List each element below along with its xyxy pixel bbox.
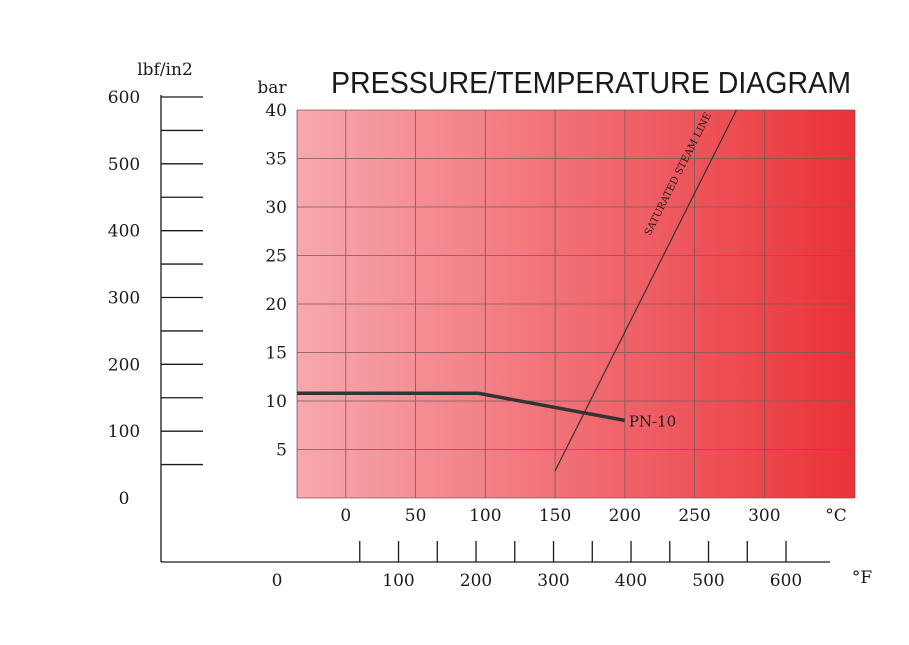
series-line-saturated-steam [554,109,737,472]
y-axis-ticks: 5 10 15 20 25 30 35 40 [265,101,287,461]
y-tick-label: 25 [265,247,287,267]
y2-tick-label: 500 [108,155,140,175]
y-tick-label: 40 [265,101,287,121]
x-tick-label: 100 [469,506,501,526]
y-tick-label: 10 [265,392,287,412]
y-tick-label: 30 [265,198,287,218]
y2-tick-label: 300 [108,289,140,309]
x2-tick-label: 300 [537,571,569,591]
x2-tick-label: 200 [460,571,492,591]
y-tick-label: 35 [265,150,287,170]
series-label-pn10: PN-10 [629,412,676,430]
x2-tick-label: 600 [770,571,802,591]
x-tick-label: 150 [539,506,571,526]
y-axis-label-bar: bar [257,78,287,98]
x-tick-label: 300 [748,506,780,526]
y2-tick-label: 100 [108,422,140,442]
x2-tick-label: 400 [615,571,647,591]
x-tick-label: 50 [405,506,427,526]
x-tick-label: 250 [678,506,710,526]
y2-tick-label: 200 [108,355,140,375]
y-tick-label: 5 [276,441,287,461]
x-axis-unit-c: °C [825,506,847,526]
x2-tick-label: 0 [272,571,283,591]
y-tick-label: 20 [265,295,287,315]
x-tick-label: 0 [340,506,351,526]
y2-tick-label: 600 [108,88,140,108]
y2-axis-label-lbf: lbf/in2 [137,60,193,80]
x-tick-label: 200 [609,506,641,526]
x2-axis-unit-f: °F [852,568,873,588]
x2-tick-label: 100 [382,571,414,591]
x2-axis: 0 100 200 300 400 500 600 [161,541,830,591]
series-line-pn10 [297,391,626,423]
x-axis-ticks: 0 50 100 150 200 250 300 [340,506,780,526]
y2-axis: 0 100 200 300 400 500 600 [108,88,203,562]
y2-tick-label: 400 [108,222,140,242]
y2-tick-label: 0 [119,489,130,509]
y-tick-label: 15 [265,344,287,364]
chart-title: PRESSURE/TEMPERATURE DIAGRAM [331,65,851,100]
x2-tick-label: 500 [692,571,724,591]
grid [296,109,856,499]
